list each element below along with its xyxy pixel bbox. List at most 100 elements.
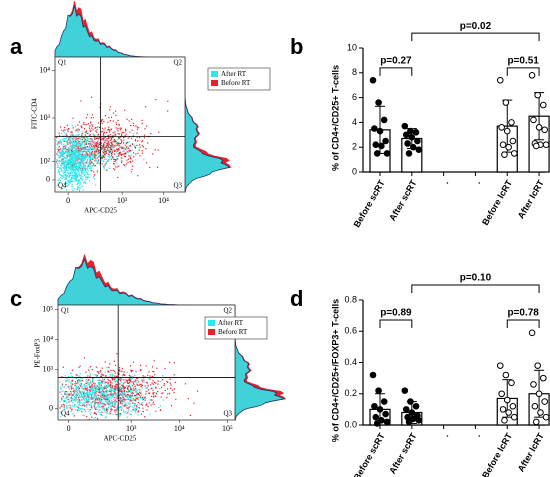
event-dot	[97, 162, 100, 164]
event-dot	[116, 148, 118, 150]
event-dot	[78, 375, 80, 377]
event-dot	[87, 123, 90, 125]
event-dot	[87, 149, 89, 151]
event-dot	[99, 400, 101, 402]
event-dot	[70, 410, 72, 412]
event-dot	[125, 133, 127, 135]
event-dot	[80, 408, 82, 410]
event-dot	[104, 398, 106, 400]
event-dot	[109, 130, 111, 132]
event-dot	[143, 397, 145, 399]
event-dot	[175, 398, 177, 400]
event-dot	[149, 378, 151, 380]
event-dot	[72, 390, 74, 393]
event-dot	[121, 160, 123, 162]
event-dot	[73, 168, 75, 170]
event-dot	[78, 129, 80, 131]
event-dot	[83, 137, 86, 139]
event-dot	[123, 400, 125, 402]
event-dot	[81, 131, 83, 133]
event-dot	[133, 404, 135, 406]
event-dot	[89, 154, 92, 156]
y-tick-label: 4	[352, 117, 357, 127]
event-dot	[108, 399, 110, 401]
event-dot	[94, 411, 96, 414]
event-dot	[93, 147, 95, 149]
event-dot	[104, 156, 106, 158]
event-dot	[155, 387, 157, 389]
event-dot	[97, 152, 99, 154]
event-dot	[68, 168, 70, 170]
event-dot	[85, 131, 87, 133]
event-dot	[84, 148, 86, 151]
event-dot	[120, 386, 122, 388]
event-dot	[95, 155, 97, 157]
event-dot	[135, 153, 137, 155]
event-dot	[144, 416, 146, 418]
event-dot	[114, 372, 116, 374]
event-dot	[131, 118, 133, 120]
event-dot	[131, 377, 133, 380]
event-dot	[64, 127, 66, 129]
event-dot	[146, 382, 149, 384]
event-dot	[61, 158, 63, 160]
event-dot	[102, 394, 104, 396]
event-dot	[94, 389, 96, 391]
event-dot	[126, 163, 128, 165]
event-dot	[76, 129, 78, 131]
event-dot	[85, 132, 87, 134]
y-tick-label: 0	[46, 175, 50, 184]
event-dot	[77, 166, 79, 168]
event-dot	[137, 411, 139, 413]
event-dot	[83, 153, 85, 155]
event-dot	[77, 152, 79, 154]
event-dot	[132, 370, 134, 372]
event-dot	[115, 114, 117, 116]
event-dot	[113, 403, 115, 405]
event-dot	[129, 413, 131, 415]
event-dot	[137, 127, 139, 129]
event-dot	[88, 157, 91, 159]
event-dot	[73, 393, 75, 395]
event-dot	[96, 146, 98, 148]
event-dot	[71, 398, 73, 400]
event-dot	[110, 148, 113, 150]
quadrant-label: Q1	[61, 307, 70, 315]
event-dot	[58, 154, 60, 156]
event-dot	[111, 390, 113, 392]
event-dot	[70, 156, 72, 158]
event-dot	[66, 393, 68, 395]
event-dot	[96, 131, 98, 133]
data-point	[502, 371, 510, 379]
event-dot	[150, 133, 152, 135]
event-dot	[57, 142, 59, 144]
event-dot	[69, 157, 71, 159]
event-dot	[121, 146, 123, 149]
event-dot	[68, 161, 70, 163]
event-dot	[98, 398, 100, 400]
event-dot	[71, 164, 73, 166]
event-dot	[89, 163, 91, 165]
event-dot	[103, 152, 105, 154]
data-point	[404, 140, 411, 147]
event-dot	[114, 160, 116, 162]
event-dot	[92, 125, 94, 127]
event-dot	[90, 159, 92, 161]
event-dot	[77, 145, 79, 147]
event-dot	[84, 181, 86, 183]
event-dot	[68, 407, 70, 409]
event-dot	[80, 182, 82, 184]
event-dot	[92, 157, 94, 159]
event-dot	[59, 167, 61, 169]
event-dot	[119, 406, 121, 408]
event-dot	[98, 150, 101, 153]
event-dot	[139, 394, 141, 396]
event-dot	[120, 394, 123, 396]
event-dot	[106, 143, 108, 145]
event-dot	[107, 135, 109, 137]
event-dot	[101, 155, 103, 157]
event-dot	[68, 166, 70, 168]
event-dot	[71, 148, 73, 150]
event-dot	[94, 144, 97, 146]
event-dot	[113, 385, 116, 387]
